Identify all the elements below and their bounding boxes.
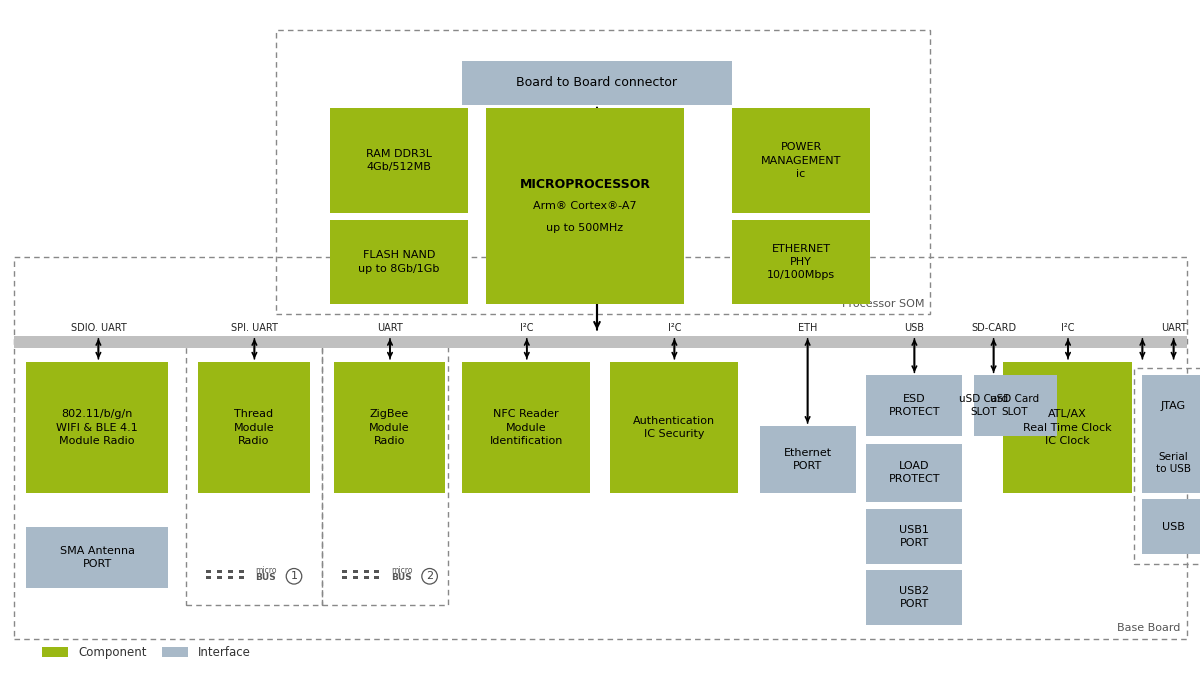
Text: UART: UART bbox=[1160, 322, 1187, 333]
Text: Interface: Interface bbox=[198, 646, 251, 658]
Bar bbox=[353, 571, 358, 573]
Bar bbox=[206, 571, 211, 573]
Bar bbox=[364, 577, 368, 579]
Text: SPI. UART: SPI. UART bbox=[230, 322, 278, 333]
Text: MICROPROCESSOR: MICROPROCESSOR bbox=[520, 178, 650, 191]
Bar bbox=[1142, 375, 1200, 436]
Text: USB: USB bbox=[905, 322, 924, 333]
Bar bbox=[974, 375, 992, 436]
Text: ETH: ETH bbox=[798, 322, 817, 333]
Bar bbox=[26, 362, 168, 493]
Bar bbox=[342, 577, 347, 579]
Text: Thread
Module
Radio: Thread Module Radio bbox=[234, 410, 274, 445]
Text: SDIO. UART: SDIO. UART bbox=[71, 322, 126, 333]
Bar bbox=[760, 426, 856, 493]
Bar bbox=[217, 577, 222, 579]
Bar bbox=[866, 444, 962, 502]
Text: ETHERNET
PHY
10/100Mbps: ETHERNET PHY 10/100Mbps bbox=[767, 244, 835, 280]
Text: I²C: I²C bbox=[1061, 322, 1075, 333]
Bar bbox=[162, 647, 188, 657]
Bar bbox=[330, 220, 468, 304]
Text: Base Board: Base Board bbox=[1117, 623, 1181, 633]
Bar bbox=[364, 571, 368, 573]
Bar bbox=[1142, 433, 1200, 493]
Bar bbox=[866, 570, 962, 625]
Text: RAM DDR3L
4Gb/512MB: RAM DDR3L 4Gb/512MB bbox=[366, 149, 432, 172]
Text: BUS: BUS bbox=[256, 573, 276, 583]
Text: uSD Card
SLOT: uSD Card SLOT bbox=[959, 394, 1008, 417]
Bar bbox=[342, 571, 347, 573]
Bar bbox=[486, 108, 684, 304]
Text: 2: 2 bbox=[426, 571, 433, 581]
Bar bbox=[42, 647, 68, 657]
Bar bbox=[732, 220, 870, 304]
Text: I²C: I²C bbox=[667, 322, 682, 333]
Bar bbox=[198, 362, 310, 493]
Text: Component: Component bbox=[78, 646, 146, 658]
Text: USB2
PORT: USB2 PORT bbox=[900, 586, 930, 609]
Text: Serial
to USB: Serial to USB bbox=[1156, 452, 1192, 475]
Bar bbox=[14, 336, 1187, 348]
Text: ESD
PROTECT: ESD PROTECT bbox=[889, 394, 940, 417]
Bar bbox=[353, 577, 358, 579]
Text: JTAG: JTAG bbox=[1162, 401, 1186, 410]
Text: NFC Reader
Module
Identification: NFC Reader Module Identification bbox=[490, 410, 563, 445]
Bar bbox=[1003, 362, 1132, 493]
Text: FLASH NAND
up to 8Gb/1Gb: FLASH NAND up to 8Gb/1Gb bbox=[359, 250, 439, 274]
Text: micro: micro bbox=[391, 566, 413, 575]
Bar bbox=[866, 375, 962, 436]
Text: ATL/AX
Real Time Clock
IC Clock: ATL/AX Real Time Clock IC Clock bbox=[1024, 410, 1111, 445]
Text: micro: micro bbox=[256, 566, 277, 575]
Bar bbox=[374, 577, 379, 579]
Text: uSD Card
SLOT: uSD Card SLOT bbox=[990, 394, 1039, 417]
Bar bbox=[217, 571, 222, 573]
Text: USB1
PORT: USB1 PORT bbox=[900, 525, 929, 548]
Text: up to 500MHz: up to 500MHz bbox=[546, 223, 624, 233]
Bar bbox=[974, 375, 995, 436]
Bar bbox=[276, 30, 930, 314]
Text: LOAD
PROTECT: LOAD PROTECT bbox=[889, 462, 940, 484]
Bar bbox=[995, 375, 1057, 436]
Bar bbox=[610, 362, 738, 493]
Text: Processor SOM: Processor SOM bbox=[841, 299, 924, 309]
Bar bbox=[1142, 499, 1200, 554]
Text: Board to Board connector: Board to Board connector bbox=[516, 76, 678, 89]
Text: Ethernet
PORT: Ethernet PORT bbox=[784, 448, 832, 471]
Text: Authentication
IC Security: Authentication IC Security bbox=[632, 416, 715, 439]
Text: DEBUG: DEBUG bbox=[1154, 546, 1193, 556]
Text: I²C: I²C bbox=[520, 322, 534, 333]
Bar bbox=[1134, 368, 1200, 564]
Text: BUS: BUS bbox=[391, 573, 412, 583]
Bar bbox=[186, 345, 322, 605]
Bar bbox=[462, 362, 590, 493]
Text: 1: 1 bbox=[290, 571, 298, 581]
Text: SMA Antenna
PORT: SMA Antenna PORT bbox=[60, 546, 134, 569]
Bar bbox=[322, 345, 448, 605]
Text: POWER
MANAGEMENT
ic: POWER MANAGEMENT ic bbox=[761, 143, 841, 178]
Bar bbox=[14, 257, 1187, 639]
Bar bbox=[26, 527, 168, 588]
Bar bbox=[239, 571, 244, 573]
Bar bbox=[206, 577, 211, 579]
Bar bbox=[374, 571, 379, 573]
Bar bbox=[330, 108, 468, 213]
Text: Arm® Cortex®-A7: Arm® Cortex®-A7 bbox=[533, 201, 637, 211]
Text: 802.11/b/g/n
WIFI & BLE 4.1
Module Radio: 802.11/b/g/n WIFI & BLE 4.1 Module Radio bbox=[56, 410, 138, 445]
Bar bbox=[462, 61, 732, 105]
Bar bbox=[228, 577, 233, 579]
Text: USB: USB bbox=[1162, 522, 1186, 531]
Bar bbox=[732, 108, 870, 213]
Bar bbox=[239, 577, 244, 579]
Bar bbox=[866, 509, 962, 564]
Bar bbox=[334, 362, 445, 493]
Text: ZigBee
Module
Radio: ZigBee Module Radio bbox=[370, 410, 409, 445]
Text: UART: UART bbox=[377, 322, 403, 333]
Bar bbox=[228, 571, 233, 573]
Text: SD-CARD: SD-CARD bbox=[971, 322, 1016, 333]
